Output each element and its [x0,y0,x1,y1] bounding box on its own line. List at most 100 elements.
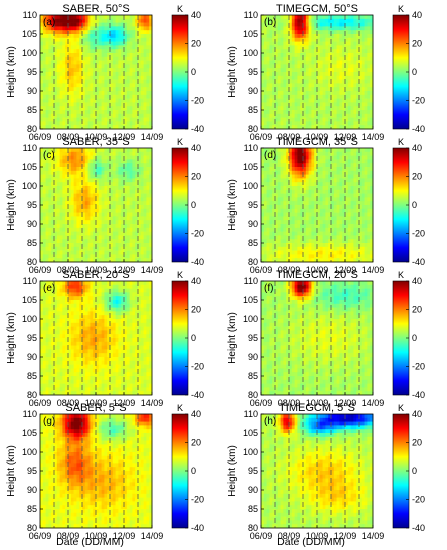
heatmap-cell [311,208,315,213]
heatmap-cell [112,170,116,175]
heatmap-cell [275,121,279,126]
heatmap-cell [73,182,77,187]
heatmap-cell [40,208,44,213]
heatmap-cell [73,49,77,54]
heatmap-cell [54,163,58,168]
heatmap-cell [342,250,346,255]
heatmap-cell [297,235,301,240]
heatmap-cell [283,246,287,251]
heatmap-cell [132,75,136,80]
heatmap-cell [291,220,295,225]
heatmap-cell [347,41,351,46]
heatmap-cell [350,212,354,217]
heatmap-cell [84,41,88,46]
heatmap-cell [331,227,335,232]
heatmap-cell [104,113,108,118]
colorbar-tick-label: 40 [412,143,422,153]
heatmap-cell [342,170,346,175]
heatmap-cell [367,220,371,225]
heatmap-cell [56,34,60,39]
heatmap-cell [283,117,287,122]
heatmap-cell [56,155,60,160]
heatmap-cell [93,197,97,202]
heatmap-cell [269,151,273,156]
heatmap-cell [308,125,312,130]
heatmap-cell [263,110,267,115]
heatmap-cell [342,37,346,42]
heatmap-cell [277,197,281,202]
heatmap-cell [42,102,46,107]
heatmap-cell [364,167,368,172]
heatmap-cell [333,167,337,172]
heatmap-cell [294,243,298,248]
heatmap-cell [286,125,290,130]
heatmap-cell [303,110,307,115]
heatmap-cell [62,79,66,84]
heatmap-cell [367,60,371,65]
heatmap-cell [328,178,332,183]
heatmap-cell [42,30,46,35]
heatmap-cell [283,258,287,263]
heatmap-cell [96,174,100,179]
heatmap-cell [107,68,111,73]
heatmap-cell [350,193,354,198]
colorbar-tick-label: -20 [412,96,425,106]
heatmap-cell [328,220,332,225]
heatmap-cell [96,72,100,77]
heatmap-cell [93,45,97,50]
heatmap-cell [342,254,346,259]
heatmap-cell [90,224,94,229]
heatmap-cell [322,224,326,229]
heatmap-cell [314,83,318,88]
heatmap-cell [79,15,83,20]
heatmap-cell [54,91,58,96]
heatmap-cell [336,68,340,73]
y-axis-label: Height (km) [227,46,238,98]
heatmap-cell [48,125,52,130]
heatmap-cell [84,193,88,198]
heatmap-cell [143,201,147,206]
heatmap-cell [118,125,122,130]
heatmap-cell [107,94,111,99]
heatmap-cell [300,121,304,126]
heatmap-cell [291,60,295,65]
heatmap-cell [146,106,150,111]
heatmap-cell [48,94,52,99]
heatmap-cell [112,102,116,107]
heatmap-cell [135,53,139,58]
heatmap-cell [314,167,318,172]
heatmap-cell [361,170,365,175]
heatmap-cell [286,216,290,221]
heatmap-cell [118,159,122,164]
heatmap-cell [305,235,309,240]
heatmap-cell [345,72,349,77]
heatmap-cell [124,243,128,248]
heatmap-cell [76,151,80,156]
heatmap-cell [291,49,295,54]
heatmap-cell [280,231,284,236]
heatmap-cell [73,178,77,183]
heatmap-cell [54,30,58,35]
heatmap-cell [82,117,86,122]
heatmap-cell [342,151,346,156]
heatmap-cell [82,182,86,187]
heatmap-cell [115,227,119,232]
heatmap-cell [331,205,335,210]
heatmap-cell [319,60,323,65]
heatmap-cell [129,106,133,111]
heatmap-cell [347,239,351,244]
heatmap-cell [143,41,147,46]
heatmap-cell [294,98,298,103]
heatmap-cell [40,246,44,251]
heatmap-cell [40,239,44,244]
heatmap-cell [149,117,153,122]
heatmap-cell [339,174,343,179]
heatmap-cell [138,37,142,42]
heatmap-cell [314,87,318,92]
heatmap-cell [353,258,357,263]
heatmap-cell [101,258,105,263]
heatmap-cell [350,79,354,84]
heatmap-cell [314,34,318,39]
heatmap-cell [79,53,83,58]
heatmap-cell [269,37,273,42]
